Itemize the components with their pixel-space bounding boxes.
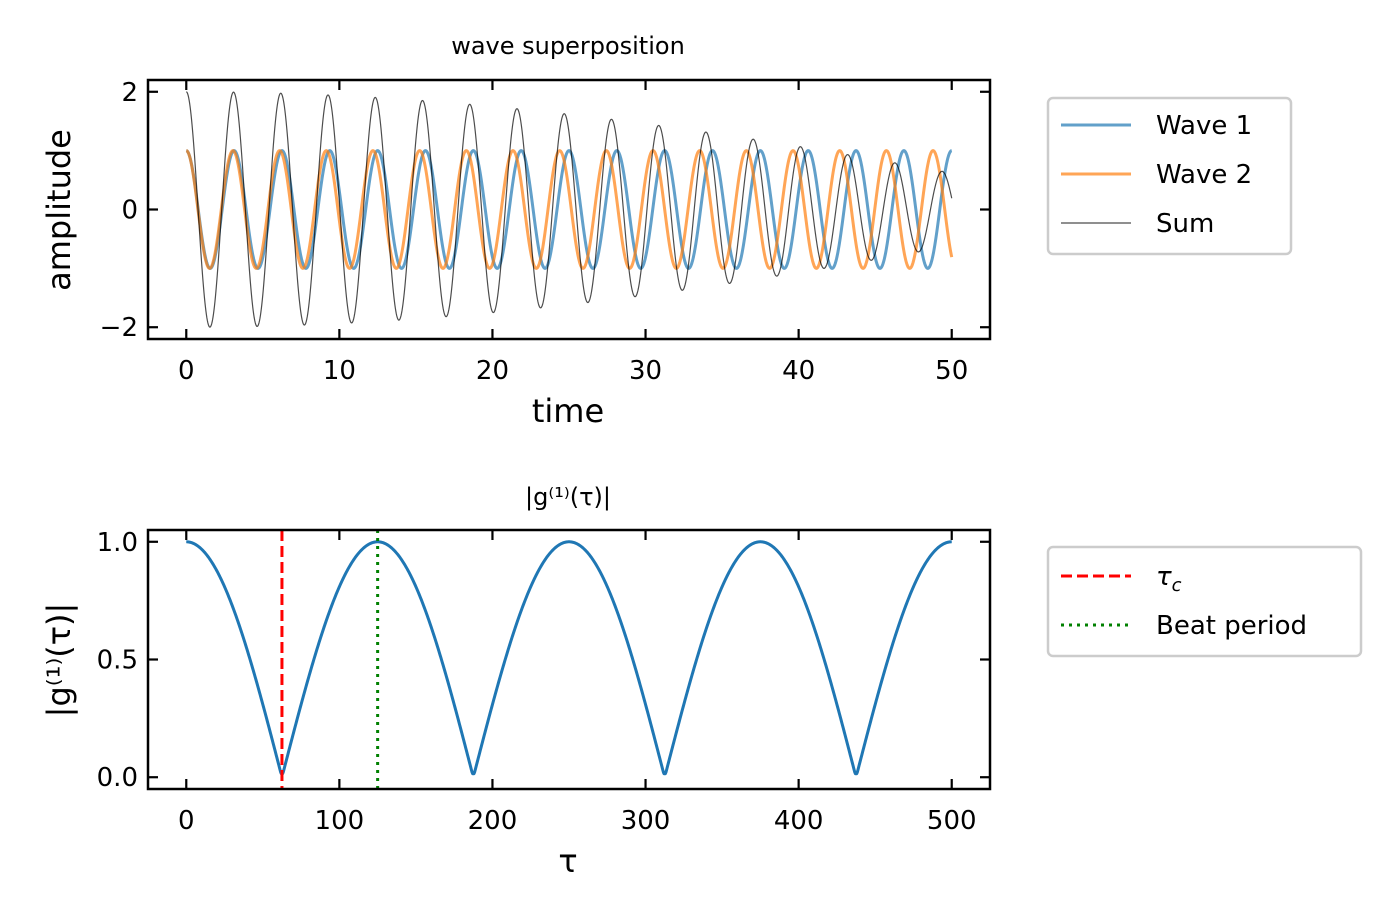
top-xtick-label: 10 <box>323 356 356 386</box>
top-legend-frame <box>1046 96 1293 256</box>
top-chart-title: wave superposition <box>451 32 685 60</box>
top-xtick-label: 40 <box>782 356 815 386</box>
series-wave2-line <box>185 149 954 270</box>
bottom-x-axis-label: τ <box>558 842 577 880</box>
bottom-y-axis-label: |g⁽¹⁾(τ)| <box>40 603 78 718</box>
bottom-xtick-label: 500 <box>927 806 977 836</box>
bottom-chart-title: |g⁽¹⁾(τ)| <box>525 483 611 511</box>
top-axes-frame <box>146 78 992 341</box>
series-sum-line <box>186 91 953 328</box>
top-x-axis-label: time <box>532 392 604 430</box>
bottom-ticks-group: 0 100 200 300 400 500 0.0 0.5 1.0 <box>97 528 990 836</box>
series-coherence-line <box>185 540 953 776</box>
bottom-ytick-label: 0.5 <box>97 646 138 676</box>
bottom-xtick-label: 200 <box>468 806 518 836</box>
bottom-xtick-label: 300 <box>621 806 671 836</box>
legend-sum-label: Sum <box>1156 209 1214 239</box>
top-legend: Wave 1 Wave 2 Sum <box>1046 96 1293 256</box>
top-xtick-label: 50 <box>935 356 968 386</box>
top-ytick-label: 0 <box>121 196 138 226</box>
bottom-xtick-label: 400 <box>774 806 824 836</box>
bottom-xtick-label: 0 <box>178 806 195 836</box>
bottom-series-group <box>185 530 953 789</box>
legend-wave1-label: Wave 1 <box>1156 111 1252 141</box>
top-ytick-label: 2 <box>121 78 138 108</box>
top-series-group <box>185 91 954 328</box>
legend-tau-c-symbol: τ <box>1156 562 1172 592</box>
bottom-ytick-label: 0.0 <box>97 763 138 793</box>
legend-wave2-label: Wave 2 <box>1156 160 1252 190</box>
top-xtick-label: 30 <box>629 356 662 386</box>
top-y-axis-label: amplitude <box>40 129 78 291</box>
top-ytick-label: −2 <box>100 313 138 343</box>
top-subplot: wave superposition 0 10 20 30 40 50−202 time … <box>40 32 1293 430</box>
top-xtick-label: 0 <box>178 356 195 386</box>
bottom-legend-frame <box>1046 545 1363 658</box>
legend-tau-c-subscript: c <box>1172 575 1182 596</box>
bottom-ytick-label: 1.0 <box>97 528 138 558</box>
top-xtick-label: 20 <box>476 356 509 386</box>
bottom-subplot: |g⁽¹⁾(τ)| 0 100 200 300 400 500 0.0 0.5 1.0 τ |g… <box>40 483 1363 880</box>
bottom-legend: τc Beat period <box>1046 545 1363 658</box>
legend-beat-period-label: Beat period <box>1156 611 1307 641</box>
series-wave1-line <box>185 149 953 270</box>
bottom-xtick-label: 100 <box>315 806 365 836</box>
legend-tau-c-label: τc <box>1156 562 1182 596</box>
top-ticks-group: 0 10 20 30 40 50 −2 0 2 <box>100 78 990 386</box>
